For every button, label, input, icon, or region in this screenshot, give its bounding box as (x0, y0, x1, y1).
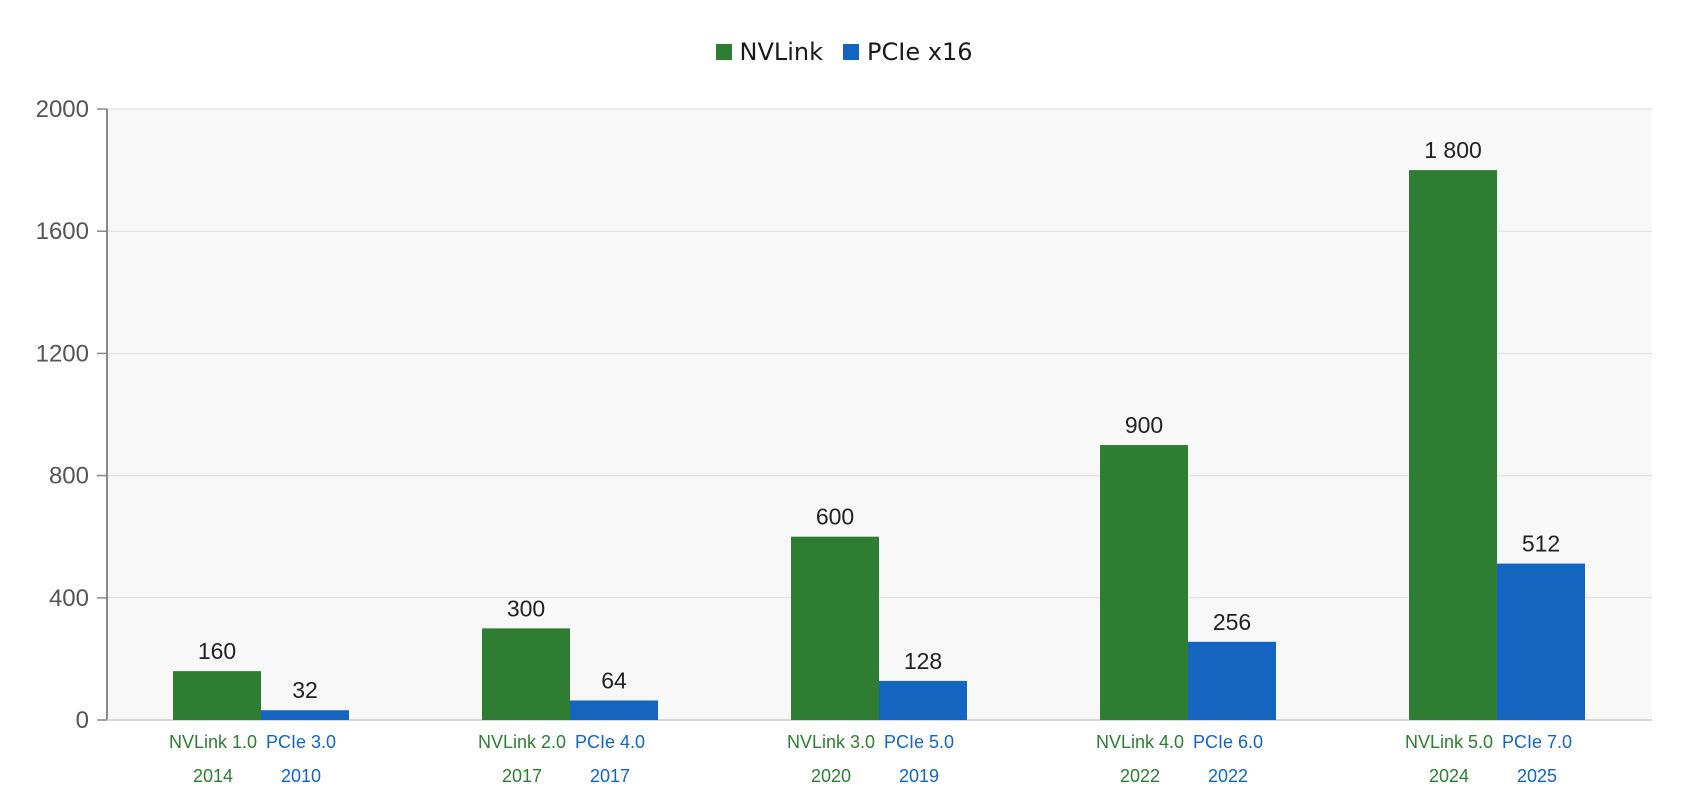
data-label-nvlink-2: 300 (507, 595, 545, 621)
x-label-nvlink-version: NVLink 1.0 (169, 732, 257, 752)
bar-nvlink-5[interactable] (1409, 170, 1497, 721)
legend-item-pcie[interactable]: PCIe x16 (843, 38, 972, 66)
x-label-nvlink-version: NVLink 5.0 (1405, 732, 1493, 752)
x-label-nvlink-version: NVLink 2.0 (478, 732, 566, 752)
x-label-pcie-version: PCIe 6.0 (1193, 732, 1263, 752)
y-tick-label: 800 (49, 463, 89, 490)
x-label-nvlink-version: NVLink 4.0 (1096, 732, 1184, 752)
data-label-nvlink-5: 1 800 (1424, 137, 1482, 163)
legend-label-nvlink: NVLink (739, 38, 824, 66)
y-tick-label: 400 (49, 585, 89, 612)
bar-nvlink-1[interactable] (173, 671, 261, 720)
x-label-nvlink-year: 2024 (1429, 766, 1469, 786)
legend-swatch-pcie (843, 44, 860, 60)
x-label-pcie-year: 2019 (899, 766, 939, 786)
y-tick-label: 1200 (36, 340, 89, 367)
x-label-nvlink-year: 2017 (502, 766, 542, 786)
y-tick-label: 1600 (36, 218, 89, 245)
data-label-nvlink-4: 900 (1125, 412, 1163, 438)
data-label-pcie-5: 512 (1522, 531, 1560, 557)
x-label-pcie-year: 2017 (590, 766, 630, 786)
x-label-pcie-year: 2022 (1208, 766, 1248, 786)
data-label-pcie-4: 256 (1213, 609, 1251, 635)
bar-pcie-2[interactable] (570, 700, 658, 720)
data-label-nvlink-1: 160 (198, 638, 236, 664)
x-label-nvlink-year: 2022 (1120, 766, 1160, 786)
x-label-pcie-year: 2010 (281, 766, 321, 786)
bar-pcie-1[interactable] (261, 710, 349, 720)
plot-area (107, 109, 1652, 720)
x-label-pcie-year: 2025 (1517, 766, 1557, 786)
data-label-nvlink-3: 600 (816, 504, 854, 530)
legend: NVLink PCIe x16 (0, 38, 1688, 66)
bar-nvlink-2[interactable] (482, 628, 570, 720)
y-tick-label: 2000 (36, 96, 89, 123)
x-label-nvlink-year: 2020 (811, 766, 851, 786)
bar-nvlink-4[interactable] (1100, 445, 1188, 720)
x-label-nvlink-version: NVLink 3.0 (787, 732, 875, 752)
legend-label-pcie: PCIe x16 (867, 38, 973, 66)
x-label-pcie-version: PCIe 4.0 (575, 732, 645, 752)
bar-pcie-5[interactable] (1497, 563, 1585, 720)
bar-pcie-3[interactable] (879, 680, 967, 720)
bar-nvlink-3[interactable] (791, 536, 879, 720)
data-label-pcie-3: 128 (904, 648, 942, 674)
x-label-nvlink-year: 2014 (193, 766, 233, 786)
x-label-pcie-version: PCIe 3.0 (266, 732, 336, 752)
x-label-pcie-version: PCIe 7.0 (1502, 732, 1572, 752)
legend-item-nvlink[interactable]: NVLink (715, 38, 824, 66)
legend-swatch-nvlink (715, 44, 732, 60)
bar-pcie-4[interactable] (1188, 641, 1276, 720)
data-label-pcie-1: 32 (292, 677, 318, 703)
y-tick-label: 0 (76, 707, 89, 734)
data-label-pcie-2: 64 (601, 667, 627, 693)
x-label-pcie-version: PCIe 5.0 (884, 732, 954, 752)
